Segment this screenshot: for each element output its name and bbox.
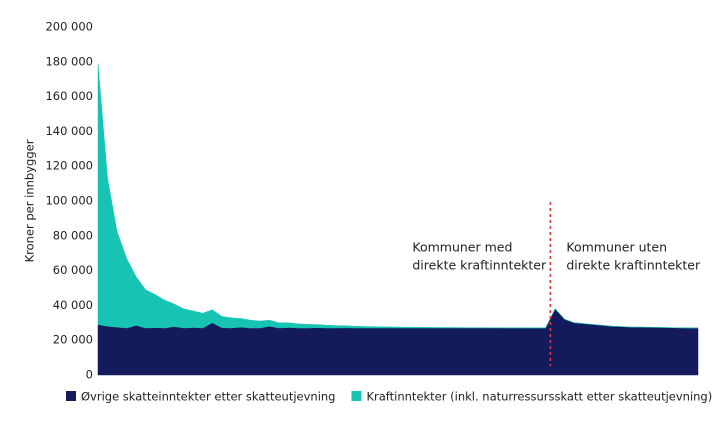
y-tick-label: 0 [86, 368, 93, 382]
y-tick-label: 100 000 [45, 194, 93, 208]
y-tick-label: 200 000 [45, 20, 93, 34]
y-tick-label: 40 000 [53, 298, 93, 312]
y-tick-label: 80 000 [53, 228, 93, 242]
y-tick-label: 60 000 [53, 263, 93, 277]
area [97, 63, 698, 329]
legend-label: Øvrige skatteinntekter etter skatteutjev… [81, 390, 335, 404]
y-tick-label: 180 000 [45, 54, 93, 68]
legend-swatch [351, 391, 362, 401]
legend-swatch [66, 391, 76, 401]
y-tick-label: 160 000 [45, 89, 93, 103]
annotation: Kommuner med [412, 240, 512, 255]
annotation: direkte kraftinntekter [412, 258, 547, 273]
annotation: direkte kraftinntekter [566, 258, 701, 273]
y-axis-title: Kroner per innbygger [23, 139, 37, 262]
annotation: Kommuner uten [566, 240, 667, 255]
y-tick-label: 140 000 [45, 124, 93, 138]
y-tick-label: 120 000 [45, 159, 93, 173]
y-tick-label: 20 000 [53, 333, 93, 347]
legend-label: Kraftinntekter (inkl. naturressursskatt … [366, 390, 712, 404]
